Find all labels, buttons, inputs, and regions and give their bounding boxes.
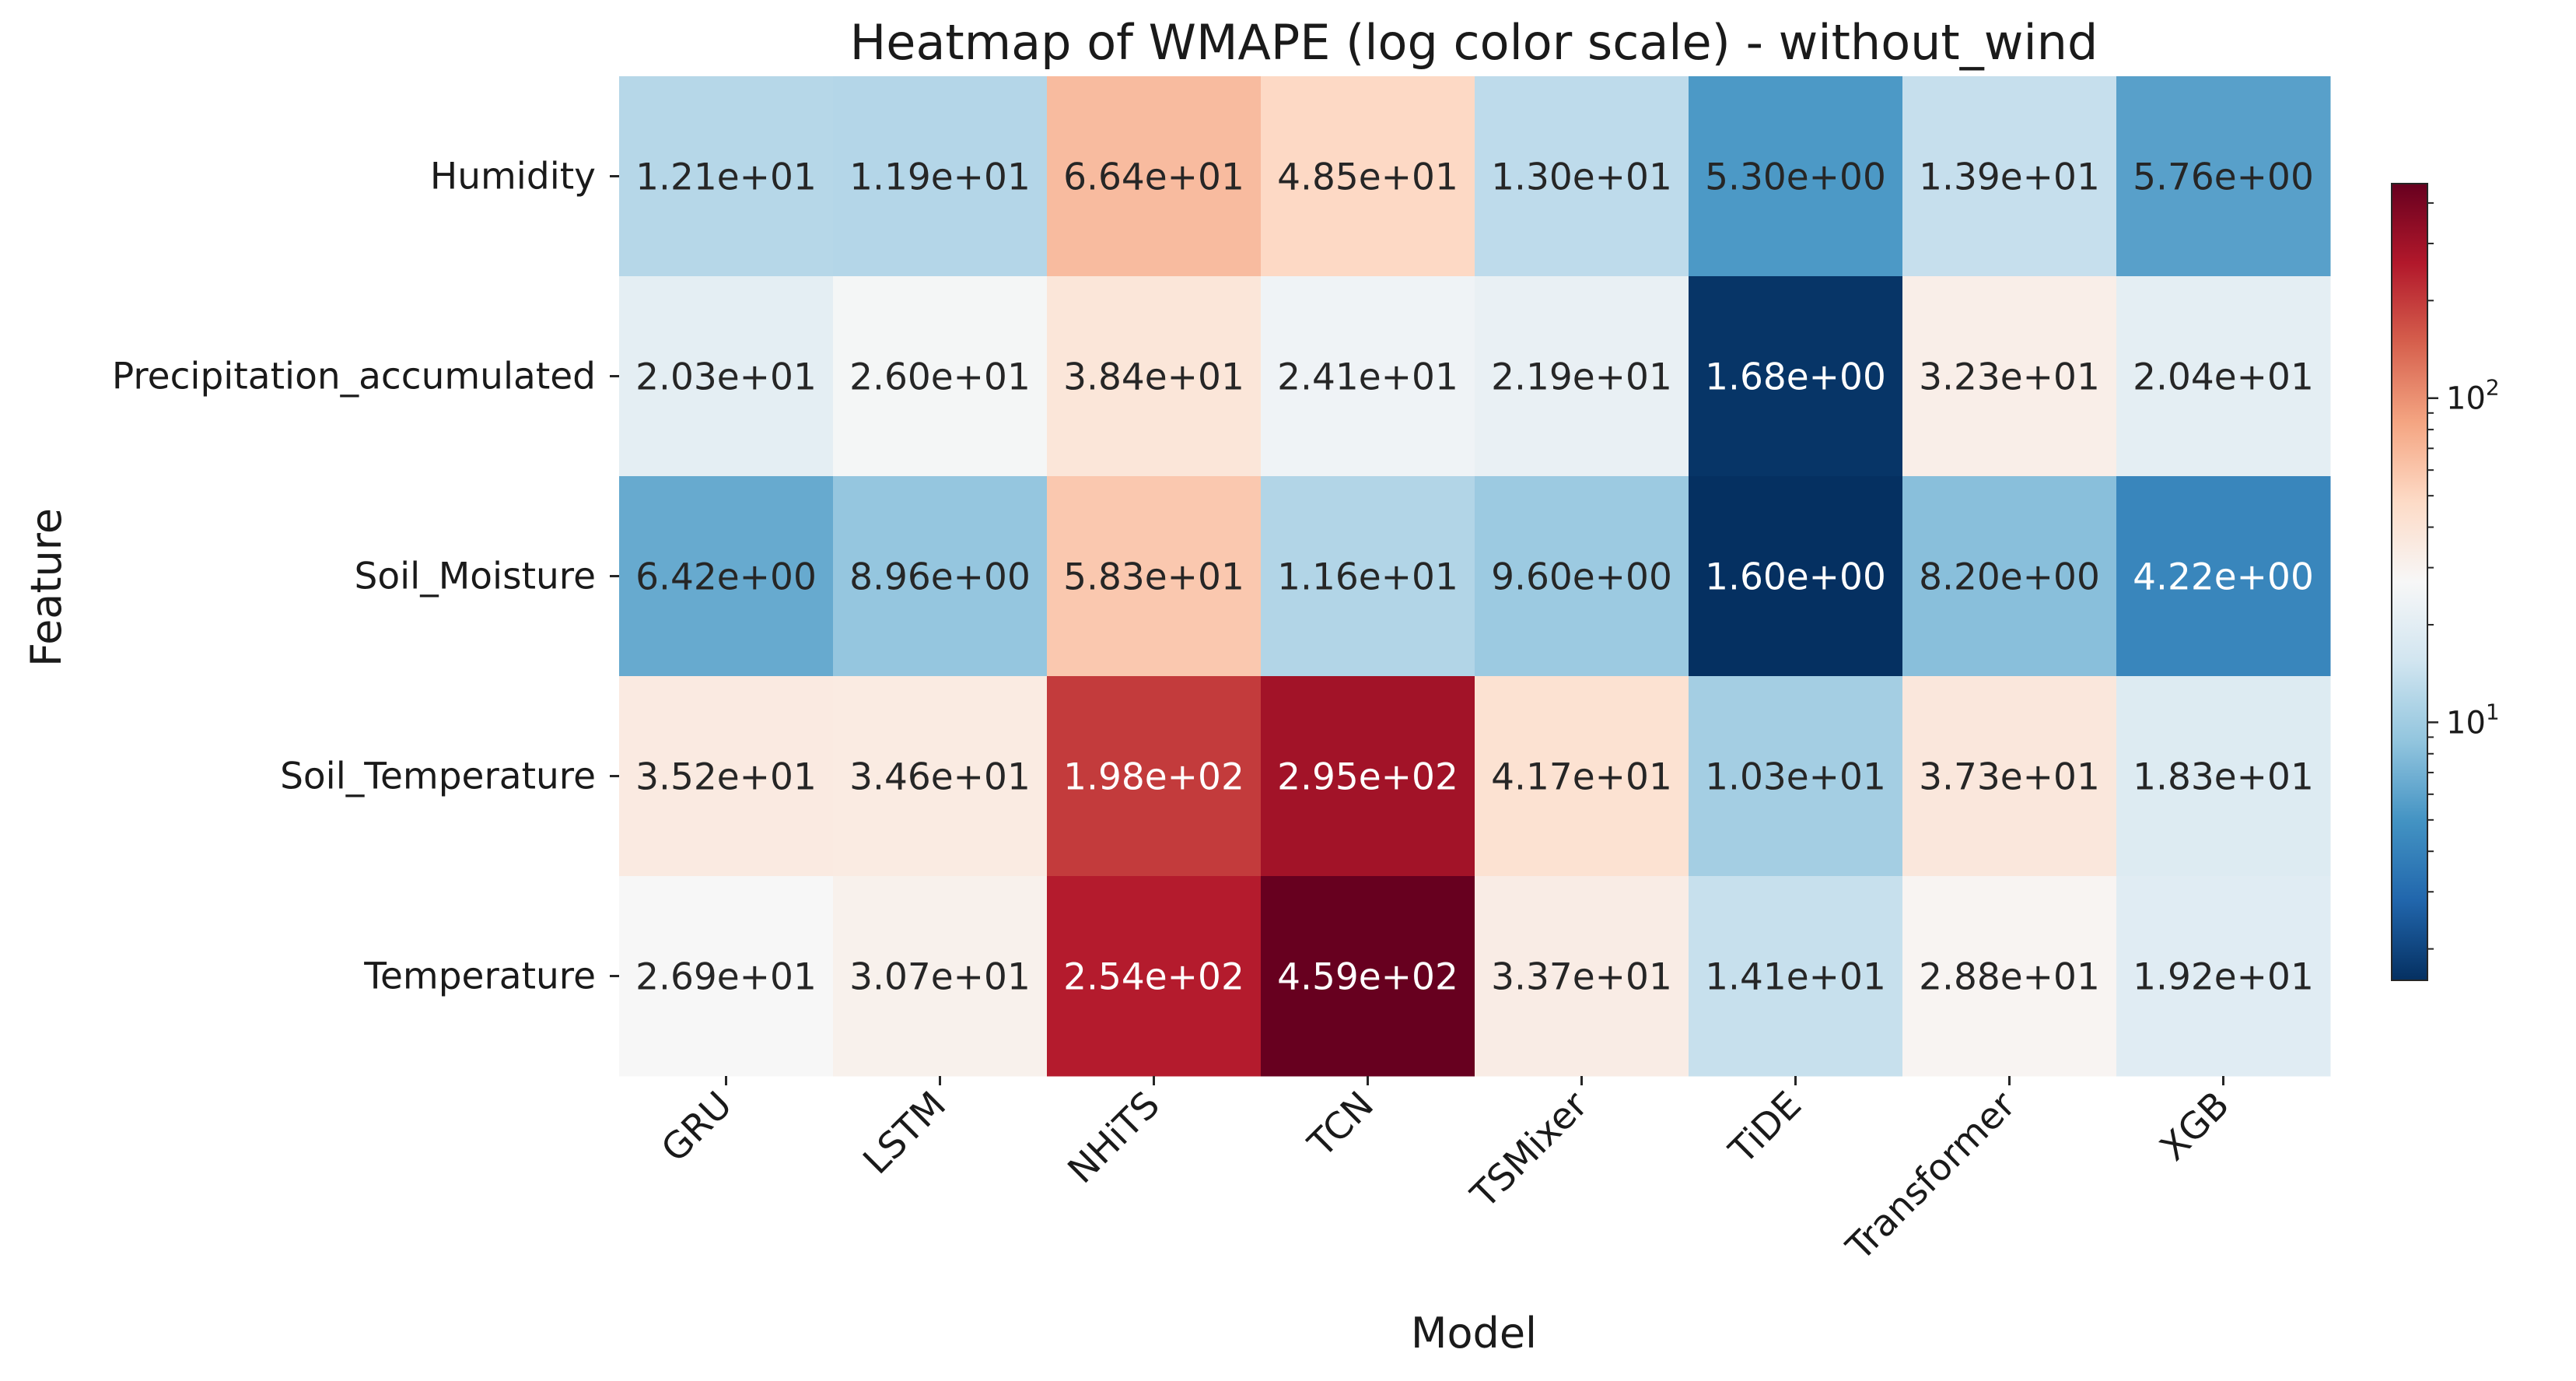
- heatmap-cell: [1689, 476, 1903, 677]
- heatmap-cell: [1902, 76, 2117, 277]
- cell-value-label: 8.20e+00: [1919, 556, 2100, 599]
- heatmap-cell: [2116, 676, 2331, 877]
- heatmap-cell: [2116, 476, 2331, 677]
- y-tick-label: Humidity: [430, 156, 596, 198]
- cell-value-label: 1.68e+00: [1705, 356, 1886, 399]
- heatmap-cell: [1261, 876, 1475, 1077]
- y-tick-label: Soil_Temperature: [280, 755, 596, 798]
- cell-value-label: 3.84e+01: [1063, 356, 1244, 399]
- y-tick-label: Soil_Moisture: [355, 556, 596, 598]
- heatmap-cell: [1261, 676, 1475, 877]
- cell-value-label: 9.60e+00: [1491, 556, 1672, 599]
- heatmap-cell: [833, 476, 1048, 677]
- heatmap-cell: [833, 676, 1048, 877]
- cell-value-label: 2.41e+01: [1277, 356, 1458, 399]
- cell-value-label: 2.88e+01: [1919, 956, 2100, 999]
- heatmap-cell: [2116, 276, 2331, 477]
- chart-title: Heatmap of WMAPE (log color scale) - wit…: [850, 14, 2098, 71]
- cell-value-label: 1.41e+01: [1705, 956, 1886, 999]
- cell-value-label: 2.69e+01: [635, 956, 817, 999]
- cell-value-label: 2.54e+02: [1063, 956, 1244, 999]
- colorbar-tick-label: 101: [2446, 699, 2500, 741]
- cell-value-label: 3.23e+01: [1919, 356, 2100, 399]
- cell-value-label: 5.30e+00: [1705, 156, 1886, 199]
- cell-value-label: 3.37e+01: [1491, 956, 1672, 999]
- heatmap-cell: [1475, 276, 1689, 477]
- x-axis-label: Model: [1411, 1309, 1537, 1358]
- heatmap-cell: [833, 76, 1048, 277]
- cell-value-label: 1.39e+01: [1919, 156, 2100, 199]
- cell-value-label: 4.59e+02: [1277, 956, 1458, 999]
- heatmap-cell: [2116, 876, 2331, 1077]
- colorbar: 101 102: [2391, 183, 2500, 981]
- heatmap-cell: [1047, 76, 1262, 277]
- heatmap-cell: [1902, 476, 2117, 677]
- cell-value-label: 5.83e+01: [1063, 556, 1244, 599]
- cell-value-label: 4.85e+01: [1277, 156, 1458, 199]
- heatmap-cell: [1902, 876, 2117, 1077]
- cell-value-label: 2.03e+01: [635, 356, 817, 399]
- colorbar-gradient: [2392, 184, 2427, 980]
- cell-value-label: 3.73e+01: [1919, 756, 2100, 799]
- heatmap-cell: [833, 276, 1048, 477]
- cell-value-label: 2.60e+01: [849, 356, 1031, 399]
- cell-value-label: 4.22e+00: [2133, 556, 2314, 599]
- cell-value-label: 2.19e+01: [1491, 356, 1672, 399]
- cell-value-label: 2.95e+02: [1277, 756, 1458, 799]
- cell-value-label: 1.83e+01: [2133, 756, 2314, 799]
- heatmap-cell: [1261, 476, 1475, 677]
- y-tick-label: Temperature: [363, 955, 596, 998]
- cell-value-label: 3.07e+01: [849, 956, 1031, 999]
- y-tick-label: Precipitation_accumulated: [112, 356, 596, 398]
- heatmap-cell: [1261, 276, 1475, 477]
- heatmap-cell: [1689, 76, 1903, 277]
- heatmap-cell: [1475, 876, 1689, 1077]
- heatmap-cell: [619, 76, 834, 277]
- cell-value-label: 3.52e+01: [635, 756, 817, 799]
- cell-value-label: 8.96e+00: [849, 556, 1031, 599]
- heatmap-cell: [1689, 876, 1903, 1077]
- heatmap-cell: [833, 876, 1048, 1077]
- cell-value-label: 1.92e+01: [2133, 956, 2314, 999]
- cell-value-label: 5.76e+00: [2133, 156, 2314, 199]
- colorbar-tick-label: 102: [2446, 375, 2500, 417]
- colorbar-frame: [2391, 183, 2428, 981]
- heatmap-cell: [1261, 76, 1475, 277]
- heatmap-cell: [1047, 876, 1262, 1077]
- heatmap-cell: [1689, 276, 1903, 477]
- cell-value-label: 1.60e+00: [1705, 556, 1886, 599]
- heatmap-cell: [1047, 276, 1262, 477]
- cell-value-label: 3.46e+01: [849, 756, 1031, 799]
- heatmap-cells: 1.21e+01 1.19e+01 6.64e+01 4.85e+01 1.30e+01…: [619, 76, 2331, 1077]
- cell-value-label: 6.42e+00: [635, 556, 817, 599]
- cell-value-label: 1.03e+01: [1705, 756, 1886, 799]
- cell-value-label: 2.04e+01: [2133, 356, 2314, 399]
- cell-value-label: 1.16e+01: [1277, 556, 1458, 599]
- heatmap-cell: [619, 276, 834, 477]
- cell-value-label: 1.19e+01: [849, 156, 1031, 199]
- heatmap-cell: [1902, 276, 2117, 477]
- heatmap-cell: [619, 676, 834, 877]
- heatmap-cell: [1475, 676, 1689, 877]
- heatmap-cell: [2116, 76, 2331, 277]
- y-axis-label: Feature: [22, 508, 71, 667]
- heatmap-cell: [619, 876, 834, 1077]
- heatmap-cell: [1475, 76, 1689, 277]
- heatmap-cell: [1689, 676, 1903, 877]
- cell-value-label: 4.17e+01: [1491, 756, 1672, 799]
- heatmap-cell: [1047, 476, 1262, 677]
- cell-value-label: 1.21e+01: [635, 156, 817, 199]
- heatmap-cell: [1047, 676, 1262, 877]
- cell-value-label: 6.64e+01: [1063, 156, 1244, 199]
- cell-value-label: 1.30e+01: [1491, 156, 1672, 199]
- heatmap-cell: [1902, 676, 2117, 877]
- heatmap-cell: [619, 476, 834, 677]
- heatmap-cell: [1475, 476, 1689, 677]
- cell-value-label: 1.98e+02: [1063, 756, 1244, 799]
